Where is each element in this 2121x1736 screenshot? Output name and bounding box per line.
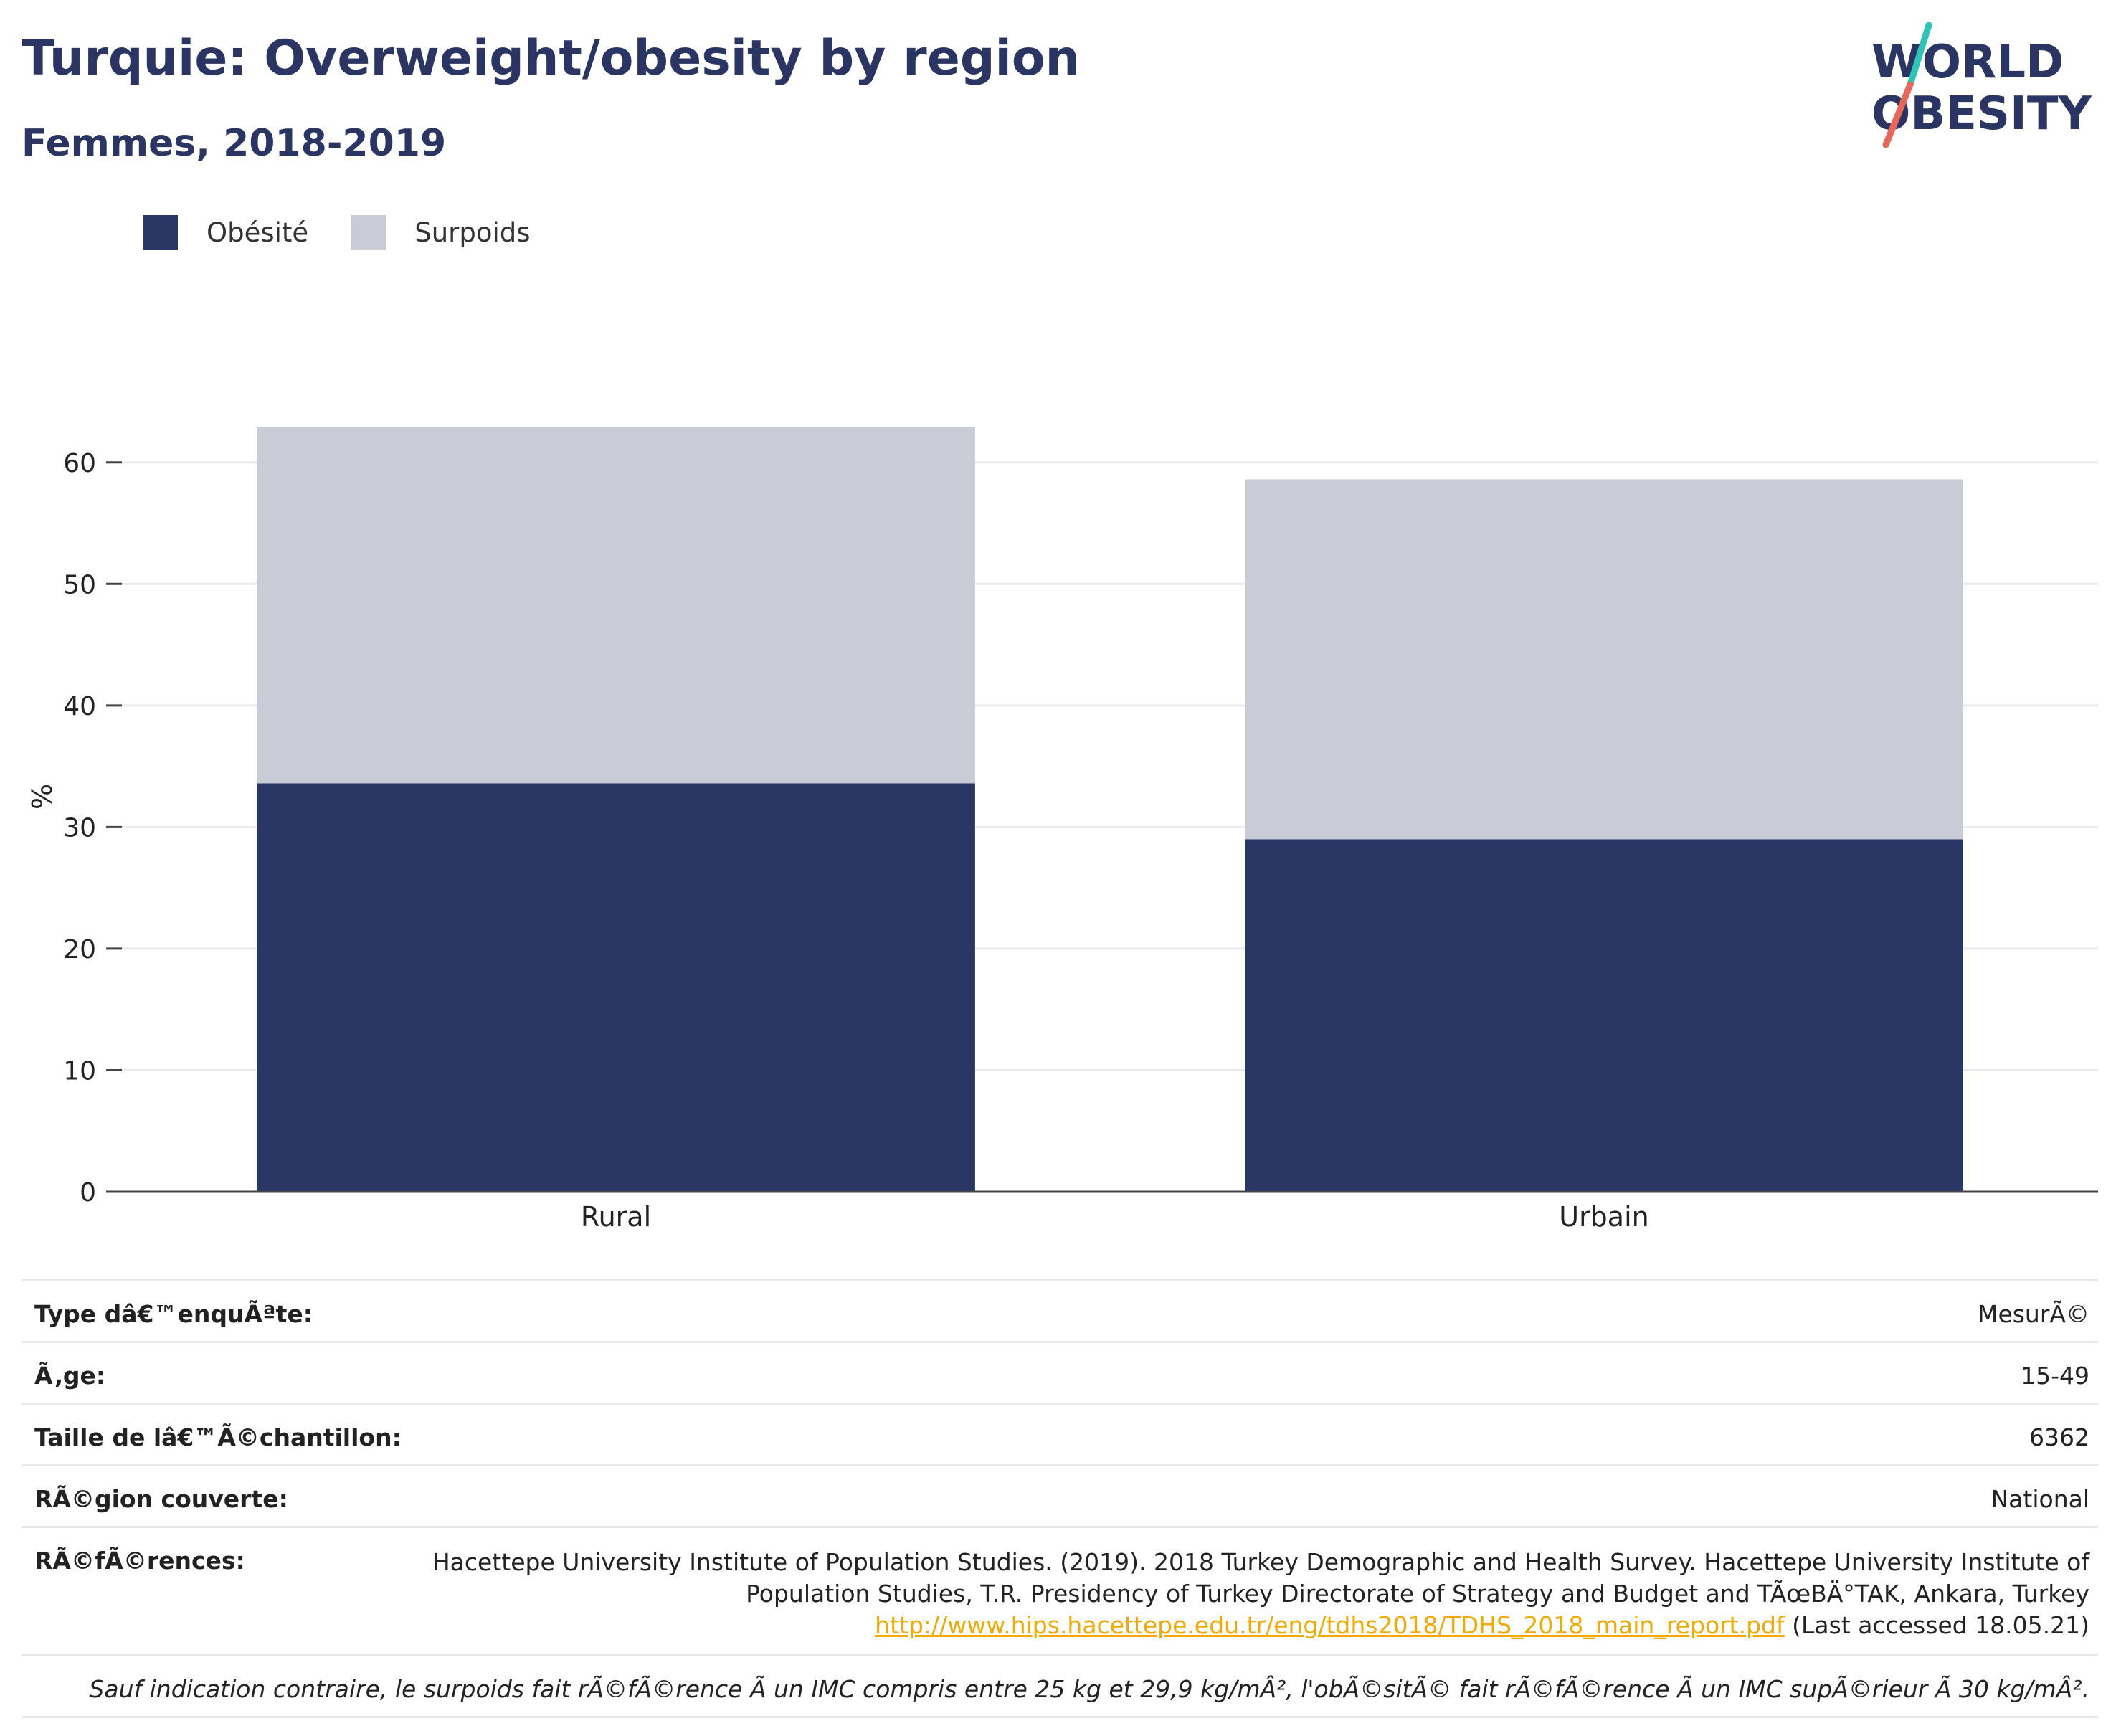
x-tick-label: Urbain bbox=[1559, 1201, 1649, 1233]
legend-label-overweight: Surpoids bbox=[414, 217, 531, 248]
bar-obesity-urbain[interactable] bbox=[1245, 839, 1963, 1192]
bar-chart: 0 10 20 30 40 50 60% Rural Urbain bbox=[27, 427, 2098, 1233]
y-tick-label: 30 bbox=[63, 813, 96, 843]
info-key: Ã‚ge: bbox=[34, 1362, 106, 1390]
y-tick-label: 60 bbox=[63, 449, 96, 478]
logo-teal-slash bbox=[1907, 22, 1932, 88]
info-row-survey-type: Type dâ€™enquÃªte: MesurÃ© bbox=[22, 1279, 2098, 1341]
info-value: National bbox=[1990, 1485, 2089, 1513]
info-key: RÃ©fÃ©rences: bbox=[34, 1547, 245, 1575]
chart-subtitle: Femmes, 2018-2019 bbox=[22, 122, 447, 165]
info-key: RÃ©gion couverte: bbox=[34, 1485, 288, 1513]
info-value: MesurÃ© bbox=[1977, 1300, 2089, 1328]
y-tick-label: 10 bbox=[63, 1056, 96, 1086]
footnote: Sauf indication contraire, le surpoids f… bbox=[22, 1654, 2098, 1718]
chart-title: Turquie: Overweight/obesity by region bbox=[22, 30, 1080, 87]
logo-line1: WORLD bbox=[1871, 36, 2064, 89]
info-key: Type dâ€™enquÃªte: bbox=[34, 1300, 313, 1328]
info-key: Taille de lâ€™Ã©chantillon: bbox=[34, 1423, 402, 1451]
references-text: Hacettepe University Institute of Popula… bbox=[432, 1548, 2089, 1608]
info-row-references: RÃ©fÃ©rences: Hacettepe University Insti… bbox=[22, 1526, 2098, 1654]
info-value: 15-49 bbox=[2021, 1362, 2089, 1390]
bar-obesity-rural[interactable] bbox=[257, 783, 975, 1192]
references-value: Hacettepe University Institute of Popula… bbox=[333, 1547, 2089, 1641]
legend-swatch-obesity bbox=[143, 215, 178, 250]
x-tick-label: Rural bbox=[581, 1201, 651, 1233]
info-row-sample-size: Taille de lâ€™Ã©chantillon: 6362 bbox=[22, 1403, 2098, 1464]
references-link[interactable]: http://www.hips.hacettepe.edu.tr/eng/tdh… bbox=[875, 1611, 1785, 1639]
y-tick-label: 0 bbox=[80, 1178, 96, 1208]
legend-label-obesity: Obésité bbox=[207, 217, 309, 248]
legend-swatch-overweight bbox=[351, 215, 386, 250]
y-axis-label: % bbox=[27, 784, 58, 810]
info-table: Type dâ€™enquÃªte: MesurÃ© Ã‚ge: 15-49 T… bbox=[22, 1279, 2098, 1718]
logo-red-slash bbox=[1882, 81, 1914, 148]
info-value: 6362 bbox=[2029, 1423, 2089, 1451]
references-suffix: (Last accessed 18.05.21) bbox=[1784, 1611, 2089, 1639]
y-tick-label: 40 bbox=[63, 692, 96, 721]
info-row-age: Ã‚ge: 15-49 bbox=[22, 1341, 2098, 1403]
bar-overweight-rural[interactable] bbox=[257, 427, 975, 784]
world-obesity-logo: WORLD OBESITY bbox=[1871, 22, 2092, 148]
legend-item-overweight[interactable]: Surpoids bbox=[351, 215, 531, 250]
y-tick-label: 50 bbox=[63, 570, 96, 599]
legend: Obésité Surpoids bbox=[143, 212, 574, 252]
bar-overweight-urbain[interactable] bbox=[1245, 479, 1963, 840]
info-row-region: RÃ©gion couverte: National bbox=[22, 1464, 2098, 1526]
y-tick-label: 20 bbox=[63, 935, 96, 964]
legend-item-obesity[interactable]: Obésité bbox=[143, 215, 308, 250]
